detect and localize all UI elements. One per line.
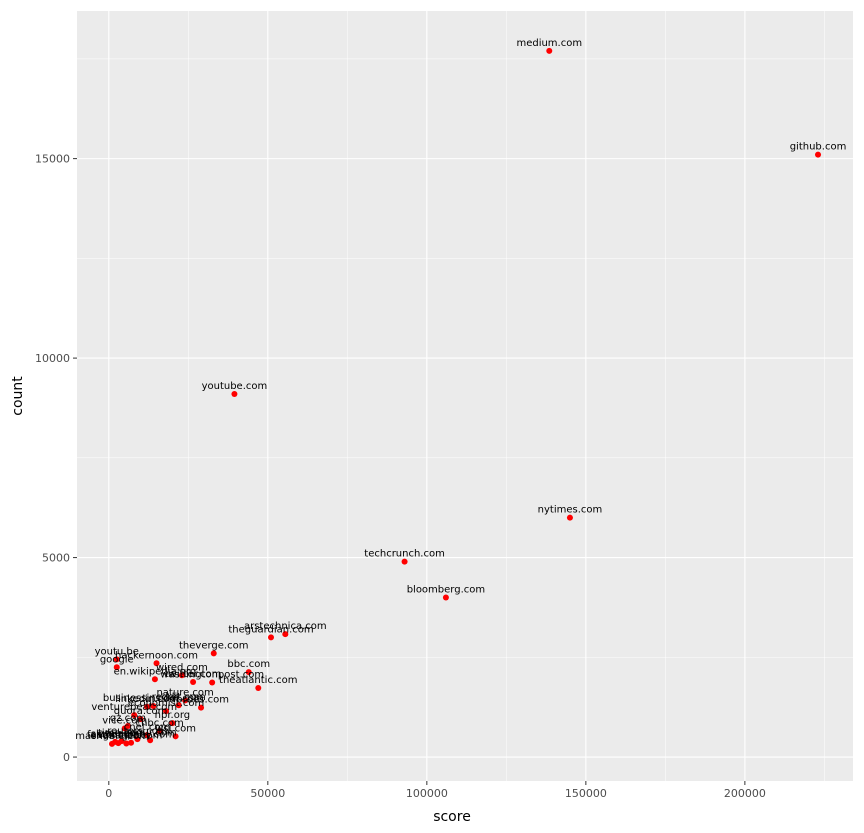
point-label: medium.com xyxy=(516,38,582,49)
point-label: arstechnica.com xyxy=(244,621,327,632)
point-label: time.com xyxy=(98,728,145,739)
data-point xyxy=(282,631,289,638)
data-point xyxy=(182,697,189,704)
data-point xyxy=(566,514,573,521)
y-axis-ticks: 0 5000 10000 15000 xyxy=(35,153,77,764)
data-point xyxy=(401,558,408,565)
point-label: bbc.com xyxy=(227,659,270,670)
point-label: youtu.be xyxy=(95,646,139,657)
point-label: linkedin.com xyxy=(115,694,178,705)
data-point xyxy=(113,664,120,671)
data-point xyxy=(210,650,217,657)
point-label: washingtonpost.com xyxy=(160,669,264,680)
point-label: venturebeat.com xyxy=(91,702,177,713)
data-point xyxy=(245,669,252,676)
data-point xyxy=(175,702,182,709)
point-label: slate.com xyxy=(91,729,140,740)
y-tick-label: 10000 xyxy=(35,352,70,365)
data-point xyxy=(178,672,185,679)
point-label: nytimes.com xyxy=(538,505,603,516)
data-point xyxy=(163,708,170,715)
point-label: qz.com xyxy=(110,713,146,724)
point-label: fastcompany.com xyxy=(87,730,175,741)
point-label: youtube.com xyxy=(202,381,268,392)
point-label: techcrunch.com xyxy=(364,549,445,560)
point-label: vox.com xyxy=(97,730,139,741)
data-point xyxy=(113,656,120,663)
data-point xyxy=(150,702,157,709)
y-tick-label: 15000 xyxy=(35,153,70,166)
point-label: hackernoon.com xyxy=(115,650,198,661)
point-label: vice.com xyxy=(102,715,147,726)
data-point xyxy=(143,703,150,710)
x-tick-label: 50000 xyxy=(250,787,285,800)
data-point xyxy=(546,47,553,54)
point-label: nature.com xyxy=(156,687,213,698)
point-label: reddit.com xyxy=(152,692,206,703)
data-point xyxy=(137,716,144,723)
point-label: twitter.com xyxy=(165,669,222,680)
y-tick-label: 0 xyxy=(63,751,70,764)
y-tick-label: 5000 xyxy=(42,552,70,565)
point-label: theguardian.com xyxy=(228,624,313,635)
x-tick-label: 150000 xyxy=(565,787,607,800)
point-label: mashable.com xyxy=(75,731,148,742)
data-point xyxy=(143,732,150,739)
data-point xyxy=(209,679,216,686)
x-axis-title: score xyxy=(433,809,471,825)
point-label: economist.com xyxy=(128,698,204,709)
data-point xyxy=(172,733,179,740)
data-point xyxy=(108,740,115,747)
data-point xyxy=(198,704,205,711)
minor-gridlines xyxy=(77,11,853,781)
data-point xyxy=(123,740,130,747)
point-label: wired.com xyxy=(156,662,208,673)
data-point xyxy=(151,676,158,683)
data-point xyxy=(131,712,138,719)
x-tick-label: 100000 xyxy=(406,787,448,800)
data-point xyxy=(231,391,238,398)
data-point xyxy=(442,594,449,601)
point-label: bloomberg.com xyxy=(407,584,485,595)
point-label: cnbc.com xyxy=(136,718,184,729)
data-point xyxy=(153,660,160,667)
plot-panel xyxy=(77,11,853,781)
point-label: cnet.com xyxy=(124,722,170,733)
data-point xyxy=(121,725,128,732)
data-point xyxy=(190,679,197,686)
point-label: theverge.com xyxy=(179,640,248,651)
point-label: wsj.com xyxy=(155,723,196,734)
x-tick-label: 0 xyxy=(105,787,112,800)
data-point xyxy=(134,736,141,743)
x-tick-label: 200000 xyxy=(724,787,766,800)
data-point xyxy=(128,739,135,746)
data-point xyxy=(169,720,176,727)
data-point xyxy=(255,685,262,692)
point-labels: medium.com github.com youtube.com nytimes.c… xyxy=(75,38,846,742)
data-points xyxy=(108,47,822,747)
point-label: theatlantic.com xyxy=(219,675,297,686)
point-label: engadget.com xyxy=(90,730,162,741)
y-axis-title: count xyxy=(10,376,26,416)
point-label: github.com xyxy=(790,142,847,153)
point-label: imgur.com xyxy=(124,727,177,738)
data-point xyxy=(115,740,122,747)
data-point xyxy=(815,151,822,158)
data-point xyxy=(268,634,274,641)
point-label: google xyxy=(100,654,134,665)
x-axis-ticks: 0 50000 100000 150000 200000 xyxy=(105,781,766,800)
point-label: en.wikipedia.org xyxy=(114,666,197,677)
point-label: quora.com xyxy=(114,706,168,717)
point-label: forbes.com xyxy=(173,695,229,706)
point-label: reuters.com xyxy=(107,726,167,737)
major-gridlines xyxy=(77,11,853,781)
point-label: businessinsider.com xyxy=(103,693,204,704)
point-label: npr.org xyxy=(155,710,190,721)
data-point xyxy=(156,728,163,735)
data-point xyxy=(147,737,154,744)
